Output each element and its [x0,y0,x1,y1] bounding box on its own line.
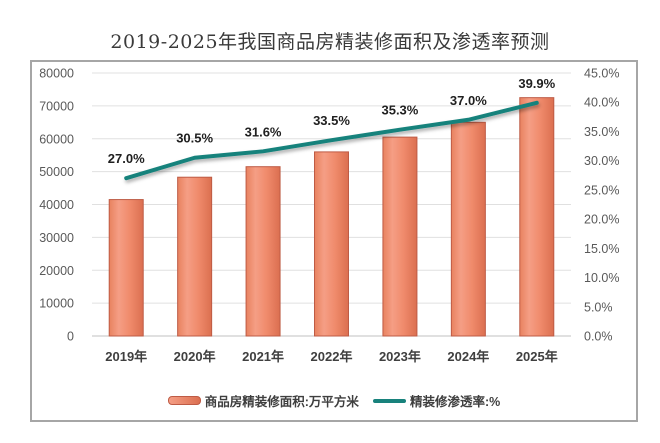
right-axis-tick-label: 35.0% [584,125,619,139]
right-axis-tick-label: 30.0% [584,154,619,168]
legend-item-area-series: 商品房精装修面积:万平方米 [167,391,359,410]
right-axis-tick-label: 10.0% [584,271,619,285]
left-axis-tick-label: 60000 [39,132,74,146]
right-axis-tick-label: 0.0% [584,330,613,344]
bar-2022年 [314,151,349,337]
combo-chart-plot: 80000 70000 60000 50000 40000 30000 20000 10000… [39,67,619,365]
line-data-label: 30.5% [176,131,213,146]
legend-label-area: 商品房精装修面积:万平方米 [204,395,359,409]
line-data-label: 31.6% [245,124,282,139]
left-axis-tick-label: 50000 [39,165,74,179]
bar-2021年 [245,166,281,337]
line-data-label: 35.3% [381,103,418,118]
penetration-rate-line [124,100,539,181]
x-axis-category-label: 2019年 [105,349,147,364]
chart-frame: 80000 70000 60000 50000 40000 30000 20000 10000… [30,60,638,422]
x-axis-category-label: 2023年 [379,349,421,364]
bar-2025年 [519,97,555,337]
left-axis-tick-label: 80000 [39,67,74,81]
right-axis-tick-label: 45.0% [584,67,619,81]
line-data-label: 33.5% [313,113,350,128]
bar-2023年 [382,136,418,337]
x-axis-category-label: 2025年 [516,349,558,364]
right-axis-tick-label: 5.0% [584,300,613,314]
left-axis-tick-label: 0 [67,330,74,344]
line-data-label: 39.9% [518,76,555,91]
x-axis-category-label: 2021年 [242,349,284,364]
bar-series-swatch-icon [167,396,201,405]
legend-label-rate: 精装修渗透率:% [409,395,501,409]
legend-item-rate-series: 精装修渗透率:% [372,391,501,410]
chart-title: 2019-2025年我国商品房精装修面积及渗透率预测 [110,31,550,53]
right-axis-tick-label: 40.0% [584,96,619,110]
x-axis-category-label: 2022年 [311,349,353,364]
line-data-label: 27.0% [108,151,145,166]
x-axis-category-label: 2020年 [174,349,216,364]
left-axis-tick-label: 40000 [39,198,74,212]
right-axis-tick-label: 25.0% [584,183,619,197]
chart-legend: 商品房精装修面积:万平方米 精装修渗透率:% [32,391,636,410]
right-axis-tick-label: 20.0% [584,213,619,227]
line-data-label: 37.0% [450,93,487,108]
bar-2020年 [177,176,213,337]
left-axis-tick-label: 30000 [39,231,74,245]
bar-2019年 [108,199,144,337]
left-axis-tick-label: 20000 [39,264,74,278]
x-axis-category-label: 2024年 [447,349,489,364]
right-axis-tick-label: 15.0% [584,242,619,256]
bar-2024年 [450,121,486,337]
left-axis-tick-label: 70000 [39,99,74,113]
line-series-swatch-icon [372,398,406,403]
left-axis-tick-label: 10000 [39,297,74,311]
